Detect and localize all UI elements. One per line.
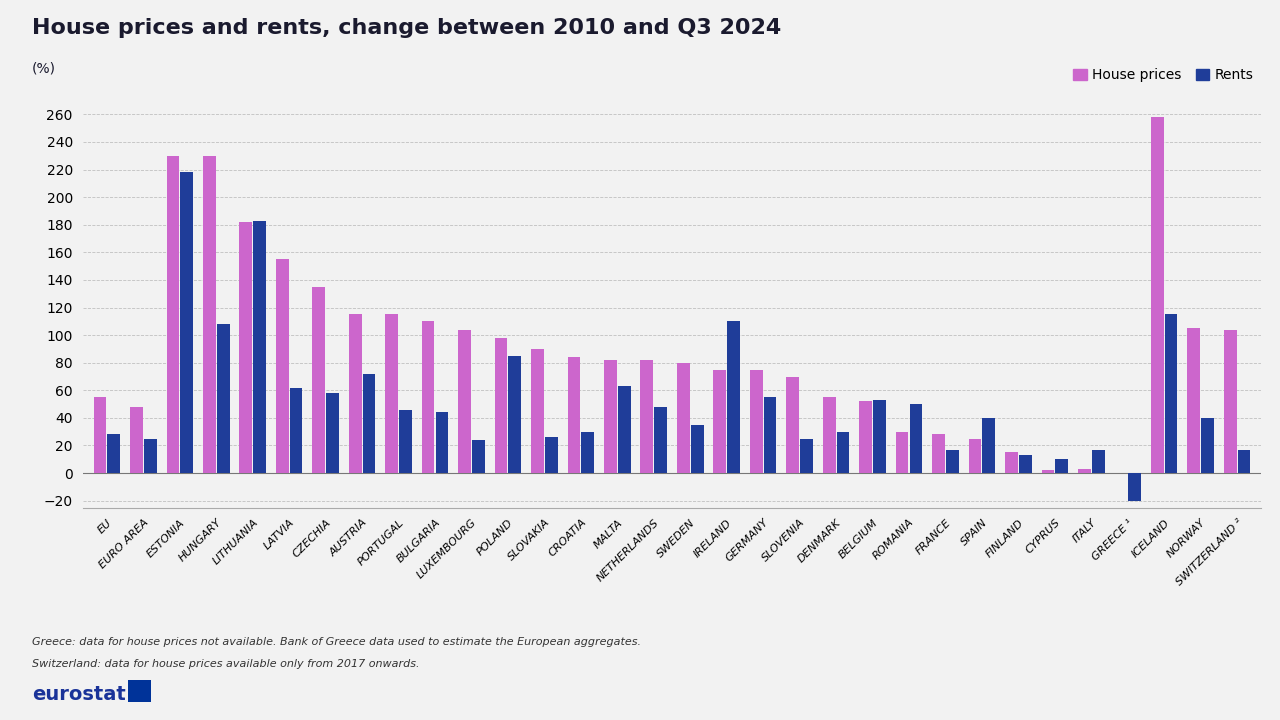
Bar	[508, 356, 521, 473]
Bar	[946, 449, 959, 473]
Text: Greece: data for house prices not available. Bank of Greece data used to estimat: Greece: data for house prices not availa…	[32, 637, 641, 647]
Bar	[604, 360, 617, 473]
Bar	[750, 369, 763, 473]
Bar	[1005, 452, 1018, 473]
Bar	[1128, 473, 1140, 500]
Bar	[362, 374, 375, 473]
Bar	[143, 438, 156, 473]
Bar	[823, 397, 836, 473]
Bar	[545, 437, 558, 473]
Bar	[1092, 449, 1105, 473]
Bar	[1019, 455, 1032, 473]
Bar	[1224, 330, 1236, 473]
Bar	[1165, 315, 1178, 473]
Bar	[472, 440, 485, 473]
Bar	[654, 407, 667, 473]
Bar	[216, 324, 229, 473]
Bar	[435, 413, 448, 473]
Bar	[1078, 469, 1091, 473]
Bar	[1201, 418, 1213, 473]
Bar	[1151, 117, 1164, 473]
Text: (%): (%)	[32, 61, 56, 75]
Bar	[640, 360, 653, 473]
Bar	[276, 259, 289, 473]
Bar	[1042, 470, 1055, 473]
Bar	[421, 321, 434, 473]
Bar	[859, 401, 872, 473]
Text: Switzerland: data for house prices available only from 2017 onwards.: Switzerland: data for house prices avail…	[32, 659, 420, 669]
Bar	[289, 387, 302, 473]
Bar	[399, 410, 412, 473]
Bar	[1188, 328, 1201, 473]
Bar	[108, 434, 120, 473]
Bar	[166, 156, 179, 473]
Bar	[180, 172, 193, 473]
Bar	[253, 220, 266, 473]
Bar	[385, 315, 398, 473]
Text: House prices and rents, change between 2010 and Q3 2024: House prices and rents, change between 2…	[32, 18, 781, 38]
Bar	[458, 330, 471, 473]
Bar	[983, 418, 996, 473]
Legend: House prices, Rents: House prices, Rents	[1073, 68, 1254, 82]
Bar	[786, 377, 799, 473]
Bar	[1238, 449, 1251, 473]
Bar	[800, 438, 813, 473]
Bar	[677, 363, 690, 473]
Bar	[910, 404, 923, 473]
Bar	[1055, 459, 1068, 473]
Bar	[326, 393, 339, 473]
Bar	[239, 222, 252, 473]
Bar	[581, 432, 594, 473]
Bar	[348, 315, 361, 473]
Bar	[567, 357, 580, 473]
Bar	[618, 386, 631, 473]
Bar	[764, 397, 777, 473]
Bar	[837, 432, 850, 473]
Bar	[204, 156, 216, 473]
Bar	[713, 369, 726, 473]
Bar	[873, 400, 886, 473]
Bar	[969, 438, 982, 473]
Bar	[531, 349, 544, 473]
Bar	[494, 338, 507, 473]
Text: eurostat: eurostat	[32, 685, 125, 704]
Bar	[727, 321, 740, 473]
Bar	[312, 287, 325, 473]
Bar	[691, 425, 704, 473]
Bar	[93, 397, 106, 473]
Bar	[131, 407, 143, 473]
Bar	[932, 434, 945, 473]
Bar	[896, 432, 909, 473]
